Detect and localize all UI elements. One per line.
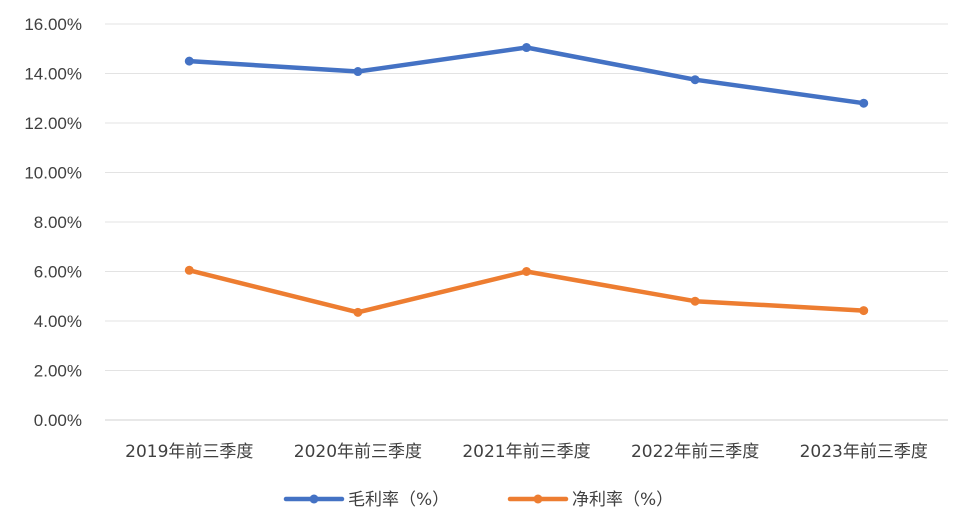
y-tick-label: 6.00% (34, 263, 82, 282)
data-point (184, 265, 194, 275)
legend-marker (533, 494, 543, 504)
legend-marker (309, 494, 319, 504)
series-lines (184, 43, 869, 317)
y-axis-ticks: 0.00% 2.00% 4.00% 6.00% 8.00% 10.00% 12.00% 14.… (24, 15, 82, 430)
legend-label: 净利率（%） (572, 490, 673, 510)
data-point (859, 306, 869, 316)
data-point (353, 67, 363, 77)
y-tick-label: 10.00% (24, 164, 82, 183)
data-point (353, 307, 363, 317)
y-tick-label: 0.00% (34, 411, 82, 430)
y-tick-label: 4.00% (34, 312, 82, 331)
x-axis-categories: 2019年前三季度 2020年前三季度 2021年前三季度 2022年前三季度 2023… (125, 442, 928, 462)
y-tick-label: 16.00% (24, 15, 82, 34)
y-tick-label: 12.00% (24, 114, 82, 133)
data-point (859, 98, 869, 108)
x-category-label: 2021年前三季度 (462, 442, 590, 462)
x-category-label: 2020年前三季度 (294, 442, 422, 462)
x-category-label: 2022年前三季度 (631, 442, 759, 462)
legend-label: 毛利率（%） (348, 490, 449, 510)
y-tick-label: 14.00% (24, 65, 82, 84)
data-point (690, 75, 700, 85)
data-point (184, 56, 194, 66)
series-line (187, 45, 866, 106)
y-tick-label: 2.00% (34, 362, 82, 381)
data-point (690, 296, 700, 306)
gridlines (105, 23, 948, 421)
data-point (522, 43, 531, 53)
legend: 毛利率（%） 净利率（%） (283, 490, 673, 510)
data-point (522, 267, 531, 276)
x-category-label: 2019年前三季度 (125, 442, 253, 462)
x-category-label: 2023年前三季度 (800, 442, 928, 462)
series-line (187, 268, 866, 315)
y-tick-label: 8.00% (34, 213, 82, 232)
